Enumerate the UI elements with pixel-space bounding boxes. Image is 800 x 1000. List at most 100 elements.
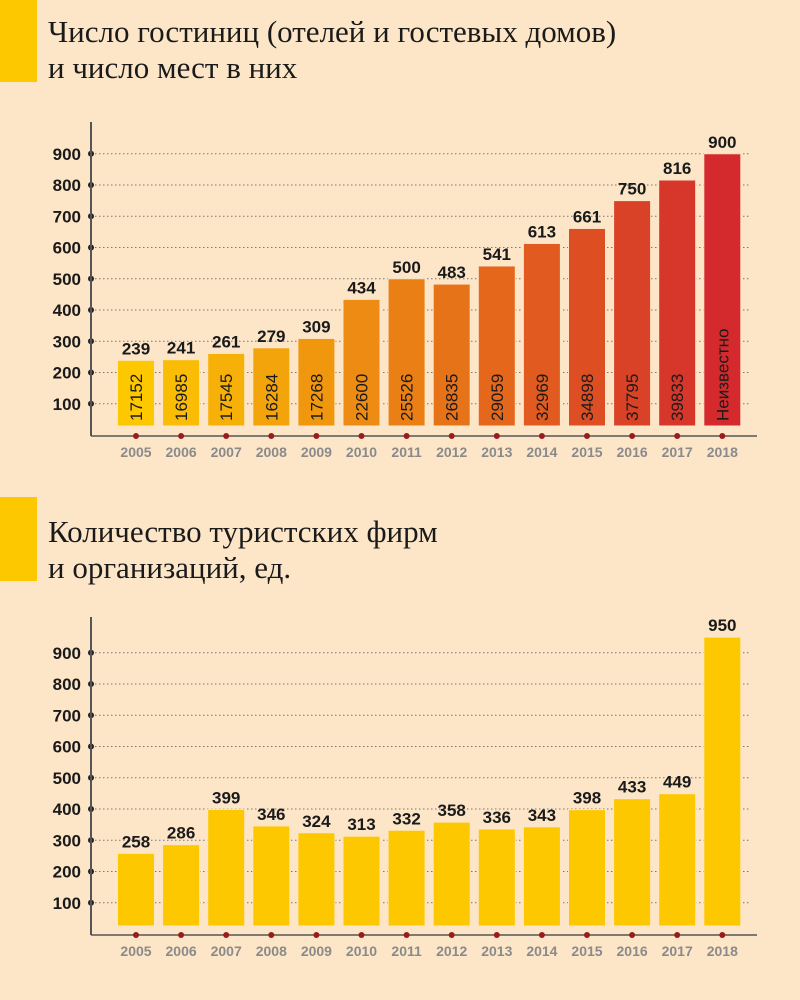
- y-tick-label: 100: [53, 395, 81, 414]
- bar-2016: [613, 200, 652, 427]
- x-tick-label: 2010: [346, 943, 377, 959]
- value-label: 950: [708, 616, 736, 635]
- x-tick-dot: [358, 932, 365, 938]
- x-tick-dot: [493, 433, 500, 439]
- chart-2: 100 200 300 400 500 600 700 800 900 258 2005 286 200…: [53, 616, 757, 959]
- value-label: 661: [573, 207, 601, 226]
- value-label: 434: [347, 278, 376, 297]
- x-tick-dot: [268, 932, 275, 938]
- bar-2018: [703, 636, 742, 927]
- x-tick-dot: [538, 932, 545, 938]
- bar-2008: [252, 825, 291, 927]
- inner-label: 29059: [488, 374, 507, 421]
- x-tick-dot: [223, 433, 230, 439]
- x-tick-dot: [178, 932, 185, 938]
- x-tick-label: 2014: [526, 444, 557, 460]
- value-label: 279: [257, 327, 285, 346]
- bar-2014: [522, 242, 561, 427]
- chart1-title: Число гостиниц (отелей и гостевых домов)…: [48, 14, 616, 86]
- bar-2017: [658, 179, 697, 427]
- x-tick-label: 2017: [662, 943, 693, 959]
- x-tick-dot: [178, 433, 185, 439]
- value-label: 343: [528, 806, 556, 825]
- chart2-title: Количество туристских фирм и организаций…: [48, 514, 438, 586]
- title-accent-block: [0, 497, 37, 581]
- value-label: 261: [212, 332, 240, 351]
- y-tick-label: 100: [53, 894, 81, 913]
- bar-2013: [477, 828, 516, 927]
- x-tick-label: 2011: [391, 444, 422, 460]
- x-tick-label: 2009: [301, 943, 332, 959]
- x-tick-label: 2006: [166, 444, 197, 460]
- x-tick-label: 2006: [166, 943, 197, 959]
- inner-label: 37795: [623, 374, 642, 421]
- bar-2007: [207, 808, 246, 927]
- x-tick-dot: [719, 932, 726, 938]
- y-tick-label: 300: [53, 332, 81, 351]
- x-tick-label: 2015: [571, 444, 602, 460]
- inner-label: 17152: [127, 374, 146, 421]
- bar-2006: [162, 359, 201, 427]
- x-tick-label: 2008: [256, 444, 287, 460]
- x-tick-label: 2012: [436, 943, 467, 959]
- bar-2008: [252, 347, 291, 427]
- value-label: 258: [122, 832, 150, 851]
- x-tick-dot: [719, 433, 726, 439]
- x-tick-dot: [223, 932, 230, 938]
- y-tick-label: 800: [53, 176, 81, 195]
- inner-label: 25526: [398, 374, 417, 421]
- x-tick-dot: [674, 433, 681, 439]
- inner-label: 16985: [172, 374, 191, 421]
- bar-2005: [117, 852, 155, 927]
- x-tick-dot: [629, 433, 636, 439]
- bar-2007: [207, 352, 246, 427]
- bar-2010: [342, 835, 381, 927]
- bar-2011: [387, 829, 426, 927]
- y-tick-label: 800: [53, 675, 81, 694]
- x-tick-label: 2013: [481, 444, 512, 460]
- bar-2005: [117, 359, 155, 427]
- x-tick-label: 2018: [707, 444, 738, 460]
- x-tick-label: 2016: [617, 943, 648, 959]
- value-label: 239: [122, 339, 150, 358]
- y-tick-label: 300: [53, 831, 81, 850]
- x-tick-label: 2009: [301, 444, 332, 460]
- y-tick-label: 400: [53, 301, 81, 320]
- y-tick-label: 400: [53, 800, 81, 819]
- x-tick-label: 2014: [526, 943, 557, 959]
- value-label: 399: [212, 788, 240, 807]
- value-label: 346: [257, 805, 285, 824]
- value-label: 613: [528, 222, 556, 241]
- value-label: 286: [167, 824, 195, 843]
- x-tick-dot: [313, 932, 320, 938]
- y-tick-label: 200: [53, 364, 81, 383]
- x-tick-label: 2007: [211, 943, 242, 959]
- inner-label: 34898: [578, 374, 597, 421]
- x-tick-label: 2018: [707, 943, 738, 959]
- x-tick-label: 2005: [120, 943, 151, 959]
- x-tick-label: 2011: [391, 943, 422, 959]
- x-tick-dot: [448, 932, 455, 938]
- bar-2012: [432, 283, 471, 427]
- x-tick-label: 2008: [256, 943, 287, 959]
- bar-2009: [297, 337, 336, 427]
- chart1-title-line-2: и число мест в них: [48, 50, 298, 85]
- x-tick-dot: [358, 433, 365, 439]
- inner-label: 32969: [533, 374, 552, 421]
- value-label: 900: [708, 133, 736, 152]
- inner-label: 17268: [307, 374, 326, 421]
- bar-2012: [432, 821, 471, 927]
- bar-2015: [568, 227, 606, 427]
- y-tick-label: 200: [53, 863, 81, 882]
- x-tick-dot: [133, 433, 139, 439]
- x-tick-label: 2017: [662, 444, 693, 460]
- chart1-title-line-1: Число гостиниц (отелей и гостевых домов): [48, 14, 617, 49]
- value-label: 483: [438, 263, 466, 282]
- chart-1: 100 200 300 400 500 600 700 800 900 239 17152 2005 2…: [53, 122, 757, 460]
- x-tick-dot: [448, 433, 455, 439]
- x-tick-dot: [584, 932, 590, 938]
- x-tick-dot: [313, 433, 320, 439]
- x-tick-label: 2007: [211, 444, 242, 460]
- value-label: 541: [483, 245, 511, 264]
